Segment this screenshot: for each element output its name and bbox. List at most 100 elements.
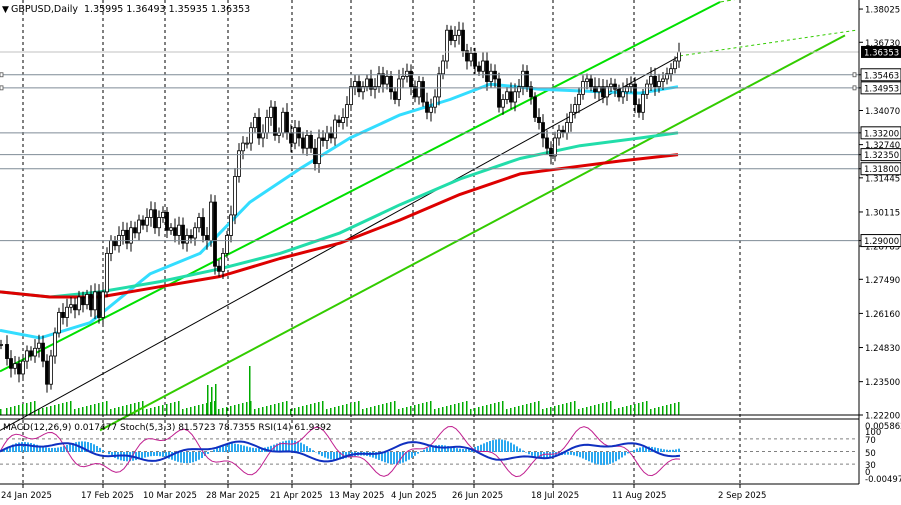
macd-bar (486, 442, 488, 452)
volume-bar (586, 407, 588, 415)
macd-bar (12, 444, 14, 452)
macd-bar (564, 452, 566, 455)
candle-body (241, 142, 245, 152)
stoch-line (0, 425, 681, 478)
candle-body (109, 240, 113, 254)
volume-bar (618, 408, 620, 415)
volume-bar (342, 405, 344, 415)
macd-bar (591, 452, 593, 463)
macd-bar (414, 452, 416, 456)
candle-body (513, 91, 517, 103)
volume-bar (582, 408, 584, 415)
volume-bar (466, 401, 468, 415)
volume-bars (0, 366, 680, 415)
volume-bar (574, 401, 576, 415)
level-tags: 1.35463 1.34953 1.33200 1.32350 1.31800 1.290… (860, 45, 901, 248)
macd-bar (549, 452, 551, 458)
volume-bar (50, 406, 52, 415)
macd-bar (327, 452, 329, 459)
candle-body (257, 117, 261, 139)
volume-bar (674, 403, 676, 415)
macd-bar (417, 452, 419, 454)
volume-bar (90, 405, 92, 415)
volume-bar (162, 405, 164, 415)
volume-bar (570, 402, 572, 415)
candle-body (33, 347, 37, 357)
macd-bar (138, 452, 140, 460)
candle-body (405, 70, 409, 77)
candle-body (205, 235, 209, 241)
volume-bar (278, 403, 280, 415)
candle-body (229, 214, 233, 236)
volume-bar (522, 405, 524, 415)
volume-bar (158, 406, 160, 415)
volume-bar (510, 408, 512, 415)
volume-bar (318, 402, 320, 415)
candle-body (9, 358, 13, 369)
candle-body (149, 209, 153, 218)
volume-bar (22, 404, 24, 415)
volume-bar (546, 408, 548, 415)
candle-body (309, 134, 313, 149)
candle-body (577, 93, 581, 106)
candle-body (197, 217, 201, 229)
macd-bar (396, 452, 398, 465)
volume-bar (678, 402, 680, 415)
volume-bar (478, 407, 480, 415)
macd-bar (321, 452, 323, 457)
macd-bar (468, 448, 470, 452)
macd-bar (663, 449, 665, 452)
candle-body (281, 111, 285, 134)
candle-body (237, 150, 241, 177)
volume-bar (606, 402, 608, 415)
macd-bar (633, 449, 635, 452)
volume-bar (462, 402, 464, 415)
volume-bar (370, 407, 372, 415)
volume-bar (14, 406, 16, 415)
macd-bar (39, 445, 41, 452)
macd-bar (606, 452, 608, 465)
candle-body (589, 78, 593, 88)
candle-body (61, 311, 65, 318)
candle-body (393, 91, 397, 100)
date-tick-label: 10 Mar 2025 (143, 491, 197, 501)
macd-bar (147, 452, 149, 457)
macd-bar (408, 452, 410, 460)
volume-bar (130, 404, 132, 415)
volume-bar (426, 402, 428, 415)
candle-body (285, 111, 289, 134)
candle-body (481, 60, 485, 72)
date-tick-label: 18 Jul 2025 (531, 491, 579, 501)
volume-bar (658, 407, 660, 415)
candle-body (541, 122, 545, 139)
volume-bar (58, 404, 60, 415)
macd-bar (75, 442, 77, 452)
volume-bar (450, 405, 452, 415)
macd-bar (303, 444, 305, 452)
macd-bar (507, 441, 509, 452)
volume-bar (354, 402, 356, 415)
macd-bar (495, 439, 497, 452)
volume-bar (258, 408, 260, 415)
candle-body (337, 119, 341, 123)
candle-body (573, 104, 577, 113)
macd-bar (402, 452, 404, 463)
macd-bar (639, 447, 641, 452)
volume-bar (602, 403, 604, 415)
candle-body (641, 93, 645, 113)
horizontal-levels[interactable] (0, 51, 859, 242)
macd-bar (489, 440, 491, 452)
macd-bar (411, 452, 413, 458)
candle-body (301, 137, 305, 149)
volume-bar (94, 404, 96, 415)
macd-bar (273, 444, 275, 452)
date-axis: 24 Jan 2025 17 Feb 2025 10 Mar 2025 28 Mar … (1, 484, 766, 501)
macd-bar (678, 448, 680, 452)
macd-bar (510, 442, 512, 452)
candle-body (113, 240, 117, 247)
volume-bar (562, 404, 564, 415)
volume-bar (186, 408, 188, 415)
macd-bar (477, 445, 479, 452)
volume-bar (382, 404, 384, 415)
